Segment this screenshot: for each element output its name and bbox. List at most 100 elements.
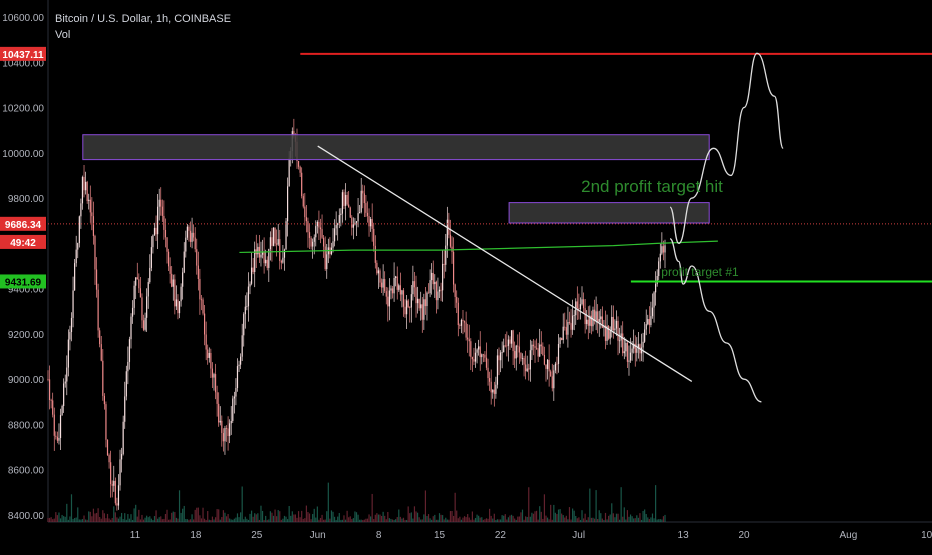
descending-trendline[interactable] [317,145,693,382]
candle-body [600,316,602,320]
volume-bar [371,493,373,522]
candle-body [207,349,209,358]
candle-body [272,227,275,246]
volume-bar [451,510,453,522]
candle-body [193,232,195,238]
candle-body [510,330,513,344]
candle-body [197,265,199,279]
volume-bar [416,512,419,522]
candle-body [222,433,224,442]
volume-bar [58,512,60,522]
volume-indicator-label[interactable]: Vol [55,29,71,41]
volume-bar [246,518,248,522]
volume-bar [205,519,207,522]
candle-body [608,326,610,339]
volume-bar [462,517,464,522]
candle-body [108,455,110,463]
resistance-zone-1[interactable] [82,134,710,161]
candle-body [478,346,480,350]
candle-body [180,286,182,302]
volume-bar [64,516,66,522]
moving-average-line[interactable] [239,240,718,254]
candle-body [150,247,152,268]
volume-bar [650,517,652,522]
candle-body [171,273,173,287]
candle-body [230,420,232,424]
volume-bar [529,516,531,522]
volume-bar [119,516,121,522]
resistance-zone-2[interactable] [508,202,710,224]
volume-bar [510,514,513,522]
bearish-projection-path[interactable] [669,238,762,403]
candle-body [177,299,179,314]
candle-body [83,177,85,191]
volume-bar [374,514,376,522]
candle-body [265,259,267,264]
candle-body [194,237,196,250]
volume-bar [579,519,582,522]
candle-body [324,246,326,270]
volume-bar [586,519,588,522]
volume-bar [623,507,625,522]
candle-body [254,249,256,272]
volume-bar [327,482,329,522]
volume-bar [659,519,661,522]
candle-body [191,232,193,242]
volume-bar [310,519,312,522]
candle-body [409,307,411,309]
volume-bar [362,519,364,522]
y-tick-label: 10000.00 [2,149,44,160]
candle-body [623,351,625,354]
volume-bar [316,506,318,522]
volume-bar [272,515,275,522]
volume-bar [484,519,486,522]
bullish-projection-path[interactable] [669,52,784,245]
volume-bar [387,511,389,522]
volume-bar [346,510,348,522]
volume-bar [473,519,475,522]
candle-body [297,160,300,167]
volume-bar [531,512,533,522]
volume-bar [449,511,452,522]
volume-bar [354,511,356,522]
candle-body [229,423,231,437]
candle-body [393,278,395,294]
volume-bar [546,517,549,522]
volume-bar [249,513,251,522]
candle-body [135,277,137,286]
volume-bar [61,514,63,522]
volume-bar [434,514,436,522]
candle-body [74,263,76,291]
candle-body [528,368,530,370]
candle-body [305,217,307,222]
candle-body [117,485,120,506]
candle-body [584,308,586,325]
volume-bar [131,519,134,522]
candle-body [581,299,583,305]
volume-bar [324,519,326,522]
candle-body [271,237,273,246]
candle-body [506,345,508,347]
volume-bar [291,511,293,522]
volume-bar [568,507,571,522]
volume-bar [647,517,649,522]
volume-bar [330,510,333,522]
volume-bar [121,512,123,522]
volume-bar [294,514,297,522]
volume-bar [557,509,560,522]
candle-body [236,366,239,388]
volume-bar [593,518,596,522]
volume-bar [133,508,135,522]
candle-body [609,331,611,339]
candle-body [319,227,322,230]
volume-bar [178,490,181,522]
volume-bar [207,511,209,522]
volume-bar [396,517,398,522]
volume-bar [92,508,95,522]
volume-bar [260,505,262,522]
candle-body [185,237,187,252]
volume-bar [66,503,68,522]
volume-bar [299,517,301,522]
